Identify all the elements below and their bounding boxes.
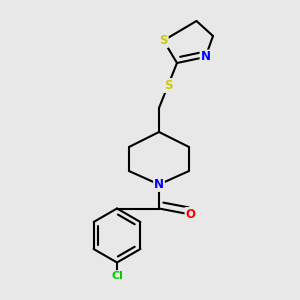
Text: O: O: [185, 208, 196, 221]
Text: S: S: [159, 34, 168, 47]
Text: Cl: Cl: [111, 271, 123, 281]
Text: S: S: [164, 79, 172, 92]
Text: N: N: [154, 178, 164, 191]
Text: N: N: [200, 50, 211, 64]
